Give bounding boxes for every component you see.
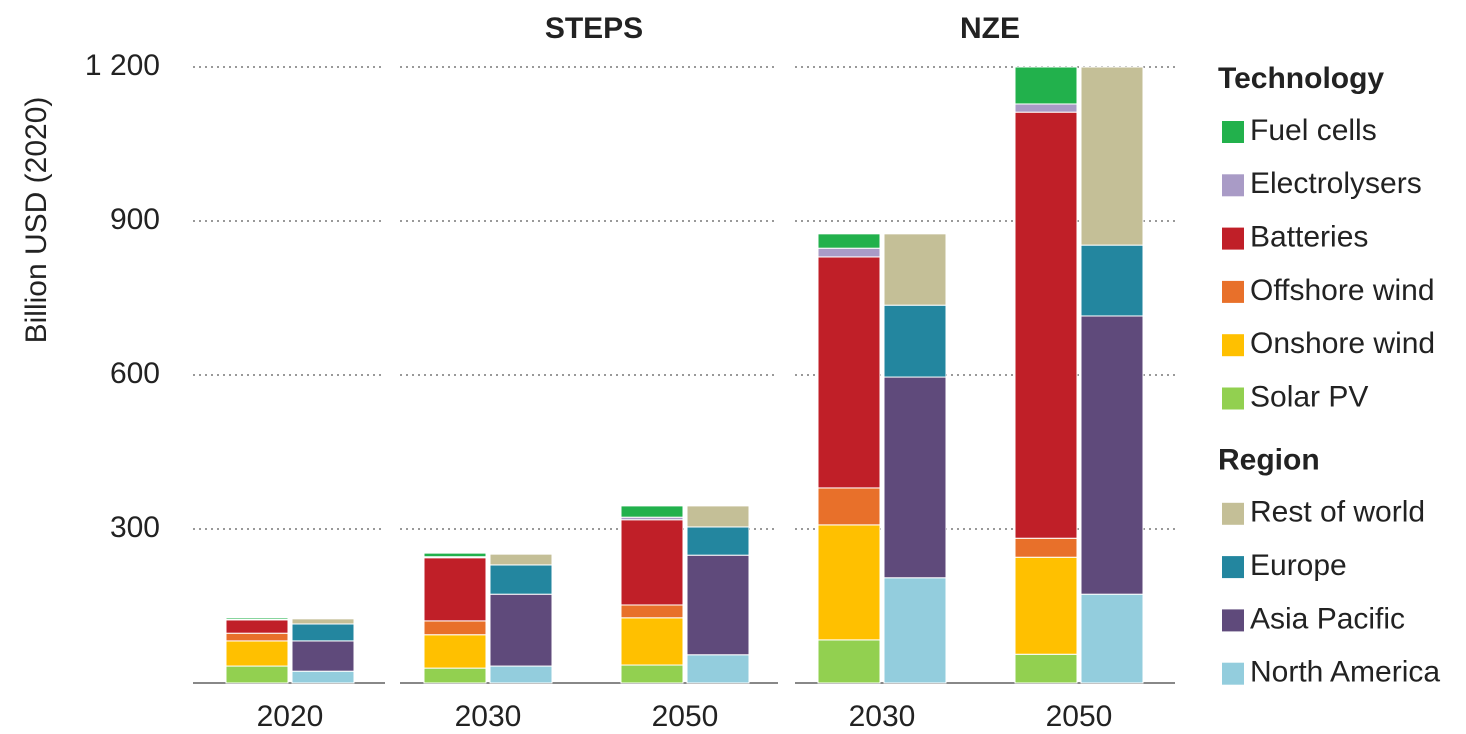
- bar-segment: [1014, 653, 1078, 684]
- bar-segment: [489, 665, 553, 684]
- legend-swatch: [1222, 227, 1244, 250]
- legend-swatch: [1222, 662, 1244, 685]
- bar-segment: [225, 665, 289, 684]
- bar-segment: [423, 557, 487, 622]
- bar-segment: [423, 634, 487, 669]
- bar-segment: [225, 640, 289, 667]
- bar-segment: [620, 604, 684, 619]
- bar-segment: [291, 623, 355, 642]
- legend-label: Offshore wind: [1250, 274, 1435, 307]
- y-tick-label: 900: [110, 203, 160, 236]
- legend-swatch: [1222, 174, 1244, 197]
- bar-segment: [1080, 244, 1144, 317]
- y-tick-label: 300: [110, 511, 160, 544]
- bar-segment: [489, 593, 553, 667]
- bar-segment: [1014, 556, 1078, 655]
- bar-segment: [686, 554, 750, 656]
- bar-segment: [1014, 537, 1078, 558]
- legend-swatch: [1222, 556, 1244, 579]
- bar-segment: [817, 487, 881, 526]
- bar-segment: [686, 526, 750, 556]
- y-tick-label: 600: [110, 357, 160, 390]
- bar-segment: [817, 256, 881, 489]
- legend-swatch: [1222, 502, 1244, 525]
- legend-title: Region: [1218, 444, 1320, 477]
- bar-segment: [225, 619, 289, 634]
- bar-segment: [1080, 66, 1144, 246]
- panel-title: STEPS: [545, 12, 643, 45]
- bar-segment: [883, 233, 947, 306]
- y-tick-label: 1 200: [85, 49, 160, 82]
- bar-segment: [883, 577, 947, 684]
- bar-segment: [423, 620, 487, 636]
- panel-title: NZE: [960, 12, 1020, 45]
- legend-label: North America: [1250, 656, 1440, 689]
- bar-segment: [1014, 66, 1078, 105]
- bar-segment: [489, 564, 553, 595]
- x-tick-label: 2030: [849, 700, 916, 733]
- x-tick-label: 2030: [455, 700, 522, 733]
- bar-segment: [291, 640, 355, 672]
- legend-label: Solar PV: [1250, 380, 1368, 413]
- legend-label: Batteries: [1250, 221, 1368, 254]
- bar-segment: [686, 505, 750, 528]
- bar-segment: [291, 618, 355, 625]
- bar-segment: [817, 639, 881, 684]
- bar-segment: [620, 617, 684, 666]
- legend-swatch: [1222, 280, 1244, 303]
- legend-label: Electrolysers: [1250, 167, 1422, 200]
- bar-segment: [620, 664, 684, 684]
- bar-segment: [225, 632, 289, 642]
- y-axis-label: Billion USD (2020): [20, 97, 53, 344]
- bar-segment: [1014, 111, 1078, 539]
- bar-segment: [291, 670, 355, 684]
- bar-segment: [1080, 315, 1144, 595]
- bar-segment: [225, 617, 289, 620]
- bar-segment: [883, 304, 947, 378]
- legend-swatch: [1222, 609, 1244, 632]
- bar-segment: [817, 247, 881, 258]
- legend-label: Asia Pacific: [1250, 602, 1405, 635]
- legend-label: Onshore wind: [1250, 327, 1435, 360]
- bar-segment: [423, 552, 487, 558]
- legend-label: Fuel cells: [1250, 114, 1377, 147]
- bar-segment: [620, 519, 684, 606]
- bar-segment: [423, 667, 487, 684]
- legend-title: Technology: [1218, 62, 1384, 95]
- legend-label: Rest of world: [1250, 496, 1425, 529]
- bar-segment: [686, 654, 750, 684]
- bar-segment: [620, 505, 684, 518]
- bar-segment: [817, 524, 881, 641]
- x-tick-label: 2020: [257, 700, 324, 733]
- bar-segment: [1080, 593, 1144, 684]
- x-tick-label: 2050: [1046, 700, 1113, 733]
- bar-segment: [883, 376, 947, 579]
- bar-segment: [817, 233, 881, 249]
- x-tick-label: 2050: [652, 700, 719, 733]
- bar-segment: [1014, 103, 1078, 113]
- legend-swatch: [1222, 334, 1244, 357]
- legend-label: Europe: [1250, 549, 1347, 582]
- legend-swatch: [1222, 121, 1244, 143]
- bar-segment: [489, 553, 553, 566]
- legend-swatch: [1222, 387, 1244, 410]
